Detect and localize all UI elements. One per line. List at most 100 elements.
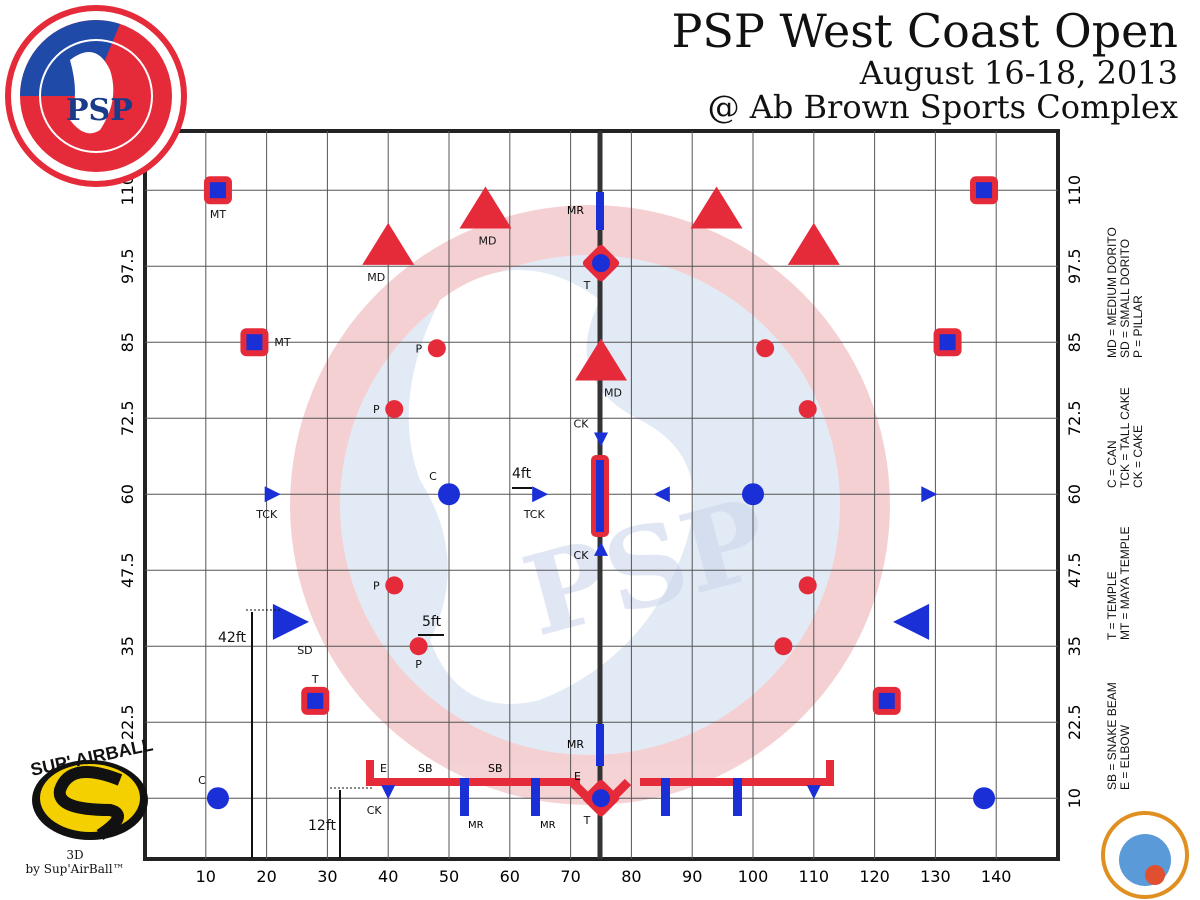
bunker-tck-label: TCK bbox=[255, 508, 278, 521]
y-tick-label-right: 60 bbox=[1065, 484, 1084, 504]
legend-e: E = ELBOW bbox=[1118, 724, 1132, 790]
x-tick-label: 100 bbox=[738, 867, 769, 886]
bunker-tck-label: TCK bbox=[523, 508, 546, 521]
bunker-p bbox=[756, 339, 775, 358]
elbow-right bbox=[826, 760, 834, 786]
bunker-mt-core bbox=[939, 334, 956, 351]
dim-4ft-label: 4ft bbox=[512, 466, 532, 482]
center-snake-core bbox=[596, 460, 604, 532]
watermark-logo: PSP bbox=[290, 205, 890, 805]
elbow-left bbox=[366, 760, 374, 786]
mr-top-bunker bbox=[596, 192, 604, 230]
dim-12ft-label: 12ft bbox=[308, 818, 336, 834]
bunker-t-core bbox=[878, 692, 895, 709]
mr-bunker-4 bbox=[733, 778, 742, 816]
x-tick-label: 120 bbox=[859, 867, 890, 886]
bunker-tck bbox=[264, 486, 281, 503]
bunker-p-label: P bbox=[415, 658, 422, 671]
bunker-t-label: T bbox=[583, 814, 591, 827]
bunker-md-label: MD bbox=[604, 386, 622, 399]
y-tick-label-right: 72.5 bbox=[1065, 400, 1084, 436]
y-tick-label-left: 22.5 bbox=[118, 704, 137, 740]
bunker-md bbox=[787, 222, 840, 265]
bunker-c-label: C bbox=[198, 774, 206, 787]
bunker-t-core bbox=[592, 254, 610, 273]
credit-line2: by Sup'AirBall™ bbox=[25, 862, 125, 876]
y-tick-label-right: 10 bbox=[1065, 788, 1084, 808]
x-tick-label: 130 bbox=[920, 867, 951, 886]
legend-group-3: T = TEMPLE MT = MAYA TEMPLE bbox=[1105, 526, 1132, 640]
bunker-mt-core bbox=[976, 182, 993, 199]
bunker-c bbox=[973, 787, 996, 810]
y-tick-label-left: 72.5 bbox=[118, 400, 137, 436]
bunker-tck bbox=[653, 486, 670, 503]
bunker-p bbox=[409, 637, 428, 656]
bunker-tck bbox=[921, 486, 938, 503]
credit-line1: 3D bbox=[66, 848, 84, 862]
bunker-ck-label: CK bbox=[574, 417, 590, 430]
dimension-annotations: 4ft 5ft 42ft 12ft bbox=[218, 466, 532, 858]
x-tick-label: 140 bbox=[981, 867, 1012, 886]
event-venue: @ Ab Brown Sports Complex bbox=[707, 88, 1178, 126]
supairball-logo: SUP' AIRBALL bbox=[29, 734, 155, 840]
bunker-mt-label: MT bbox=[274, 336, 290, 349]
bunker-p-label: P bbox=[373, 403, 380, 416]
y-tick-label-right: 110 bbox=[1065, 175, 1084, 206]
legend-ck: CK = CAKE bbox=[1131, 424, 1145, 488]
legend-group-4: SB = SNAKE BEAM E = ELBOW bbox=[1105, 682, 1132, 790]
bunker-p bbox=[385, 400, 404, 419]
bunker-t-core bbox=[307, 692, 324, 709]
y-tick-label-right: 22.5 bbox=[1065, 704, 1084, 740]
bunker-md bbox=[459, 186, 512, 229]
credit: 3D by Sup'AirBall™ bbox=[20, 848, 130, 876]
mr-bunker-1 bbox=[460, 778, 469, 816]
bunker-md bbox=[362, 222, 415, 265]
psp-logo: PSP bbox=[5, 5, 187, 187]
bunker-p-label: P bbox=[373, 579, 380, 592]
sb2-label: SB bbox=[488, 762, 503, 775]
y-tick-label-right: 85 bbox=[1065, 332, 1084, 352]
bunker-md-label: MD bbox=[478, 234, 496, 247]
dim-5ft-label: 5ft bbox=[422, 614, 442, 630]
y-tick-label-right: 35 bbox=[1065, 636, 1084, 656]
mr-bunker-3 bbox=[661, 778, 670, 816]
bunker-c bbox=[206, 787, 229, 810]
legend-mt: MT = MAYA TEMPLE bbox=[1118, 526, 1132, 640]
mr1-label: MR bbox=[468, 820, 484, 831]
mr-top-label: MR bbox=[567, 204, 584, 217]
sb1-label: SB bbox=[418, 762, 433, 775]
bunker-p bbox=[798, 576, 817, 595]
bunker-p bbox=[774, 637, 793, 656]
y-tick-label-left: 85 bbox=[118, 332, 137, 352]
bunker-t-label: T bbox=[311, 673, 319, 686]
x-tick-label: 30 bbox=[317, 867, 337, 886]
mr2-label: MR bbox=[540, 820, 556, 831]
bunker-sd bbox=[272, 603, 309, 640]
bunker-mt-core bbox=[209, 182, 226, 199]
dim-42ft-label: 42ft bbox=[218, 630, 246, 646]
x-tick-label: 40 bbox=[378, 867, 398, 886]
bunker-ck-label: CK bbox=[367, 804, 383, 817]
bunker-c bbox=[742, 483, 764, 506]
legend-p: P = PILLAR bbox=[1131, 295, 1145, 358]
event-dates: August 16-18, 2013 bbox=[859, 54, 1178, 92]
x-tick-label: 60 bbox=[500, 867, 520, 886]
e2-label: E bbox=[574, 770, 581, 783]
legend-group-1: MD = MEDIUM DORITO SD = SMALL DORITO P =… bbox=[1105, 227, 1145, 358]
legend-group-2: C = CAN TCK = TALL CAKE CK = CAKE bbox=[1105, 387, 1145, 488]
y-tick-label-left: 60 bbox=[118, 484, 137, 504]
bunker-md bbox=[575, 338, 627, 381]
bunker-sd bbox=[893, 603, 930, 640]
y-tick-label-right: 47.5 bbox=[1065, 552, 1084, 588]
bunker-mt-label: MT bbox=[210, 208, 226, 221]
bunker-p bbox=[427, 339, 446, 358]
bunker-p-label: P bbox=[416, 342, 423, 355]
y-axis-right: 10 22.5 35 47.5 60 72.5 85 97.5 110 bbox=[1065, 175, 1084, 808]
snake-beam-left bbox=[370, 778, 580, 786]
bunker-c bbox=[438, 483, 460, 506]
bunkers: MT MT T T T MD MD MD P P P P C C TCK TCK SD CK CK CK bbox=[198, 176, 999, 827]
bunker-ck-label: CK bbox=[574, 549, 590, 562]
psp-mark: PSP bbox=[66, 93, 133, 128]
bunker-ck bbox=[806, 785, 821, 800]
